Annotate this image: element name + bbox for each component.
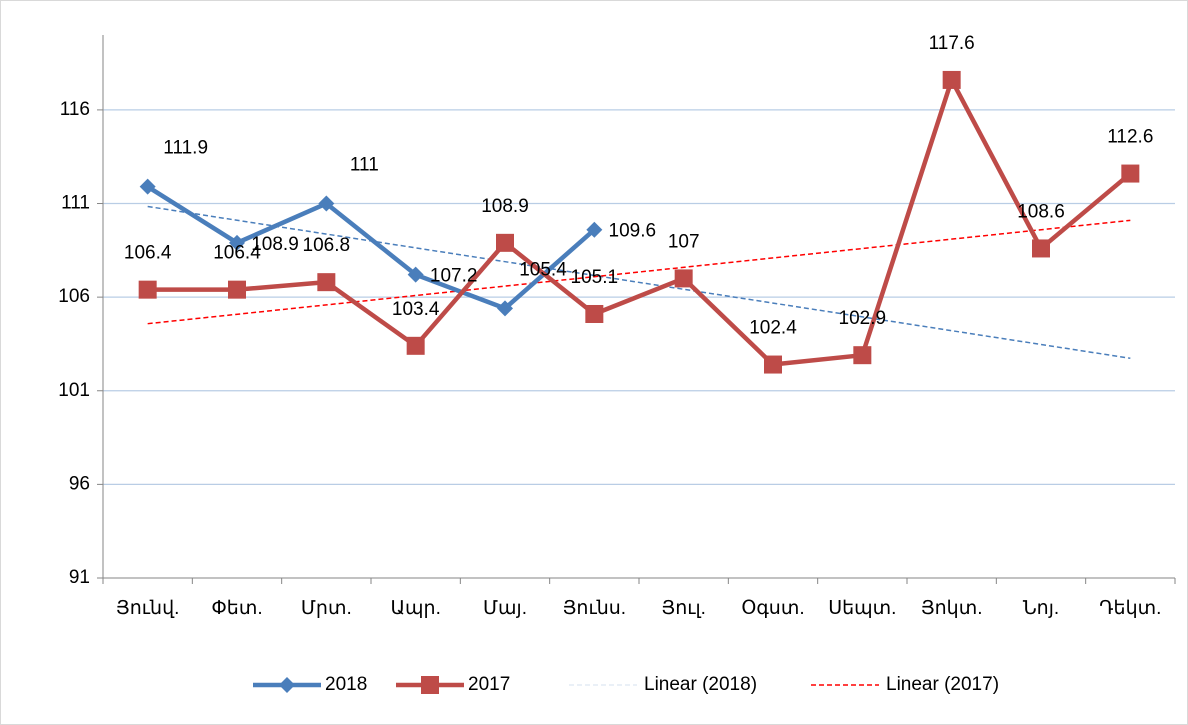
series-line <box>147 77 1132 367</box>
marker <box>279 677 295 693</box>
x-tick-label: Դեկտ. <box>1099 598 1161 619</box>
data-label: 102.4 <box>749 318 797 339</box>
marker <box>585 304 604 323</box>
series-line <box>146 184 596 311</box>
x-tick-label: Մրտ. <box>301 598 352 619</box>
marker <box>421 676 439 694</box>
marker <box>318 195 335 212</box>
data-label: 103.4 <box>392 299 440 320</box>
data-label: 105.4 <box>519 259 567 280</box>
data-label: 105.1 <box>571 267 619 288</box>
marker <box>853 346 872 365</box>
y-tick-label: 91 <box>69 567 90 588</box>
marker <box>1121 164 1140 183</box>
y-tick-label: 111 <box>61 193 90 214</box>
marker <box>674 269 693 288</box>
x-tick-label: Մայ. <box>483 598 527 619</box>
x-tick-label: Յունվ. <box>116 598 180 619</box>
data-label: 108.9 <box>251 234 299 255</box>
data-label: 111 <box>350 155 379 176</box>
data-label: 111.9 <box>163 138 208 159</box>
marker <box>407 266 424 283</box>
data-label: 112.6 <box>1107 127 1153 148</box>
marker <box>942 70 961 89</box>
x-tick-label: Յոկտ. <box>921 598 983 619</box>
y-tick-label: 116 <box>60 99 90 120</box>
marker <box>406 336 425 355</box>
data-label: 107.2 <box>430 266 478 287</box>
x-tick-label: Փետ. <box>211 598 262 619</box>
marker <box>764 355 782 374</box>
x-tick-label: Յուլ. <box>661 598 706 619</box>
data-label: 106.8 <box>303 235 351 256</box>
y-tick-label: 96 <box>69 473 90 494</box>
legend-label: Linear (2017) <box>886 674 999 695</box>
legend-label: Linear (2018) <box>644 674 757 695</box>
marker <box>586 221 603 238</box>
legend-label: 2017 <box>468 674 510 695</box>
marker <box>1032 239 1050 258</box>
x-tick-label: Սեպտ. <box>828 598 896 619</box>
y-tick-label: 101 <box>58 380 90 401</box>
x-tick-label: Նոյ. <box>1023 598 1059 619</box>
marker <box>228 280 246 299</box>
data-label: 108.9 <box>481 196 529 217</box>
trendline <box>147 205 1131 360</box>
data-label: 106.4 <box>124 243 172 264</box>
data-label: 102.9 <box>839 308 887 329</box>
trendline <box>147 219 1131 325</box>
marker <box>496 233 514 252</box>
data-label: 117.6 <box>929 33 975 54</box>
x-tick-label: Օգստ. <box>741 598 804 619</box>
data-label: 109.6 <box>609 221 657 242</box>
x-tick-label: Ապր. <box>390 598 440 619</box>
legend-label: 2018 <box>325 674 367 695</box>
marker <box>138 280 157 299</box>
marker <box>139 178 156 195</box>
y-tick-label: 106 <box>58 286 90 307</box>
data-label: 106.4 <box>213 243 261 264</box>
data-label: 107 <box>668 231 700 252</box>
x-tick-label: Յունս. <box>563 598 627 619</box>
marker <box>229 234 245 251</box>
marker <box>317 273 336 292</box>
data-label: 108.6 <box>1017 201 1065 222</box>
marker <box>497 300 513 317</box>
